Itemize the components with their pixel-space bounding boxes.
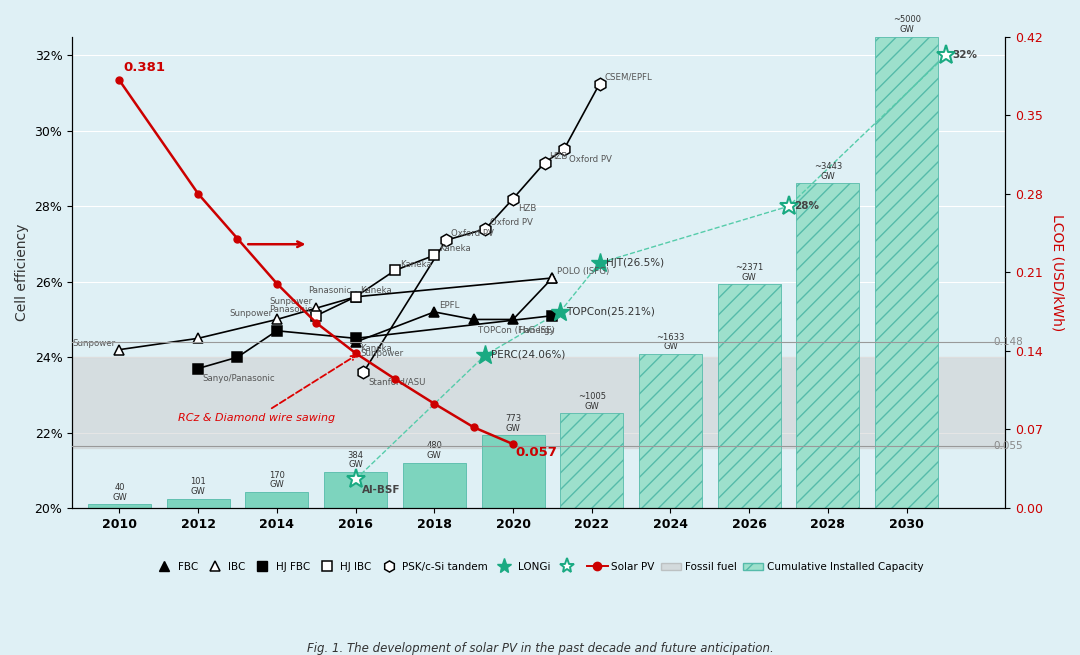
Text: 28%: 28% — [795, 201, 820, 212]
Bar — [245, 492, 308, 508]
Bar — [72, 357, 1005, 448]
Text: ~2371
GW: ~2371 GW — [735, 263, 764, 282]
Text: Fig. 1. The development of solar PV in the past decade and future anticipation.: Fig. 1. The development of solar PV in t… — [307, 642, 773, 655]
Text: ~1005
GW: ~1005 GW — [578, 392, 606, 411]
Text: HZB: HZB — [550, 152, 568, 161]
Text: 384
GW: 384 GW — [348, 451, 364, 469]
Text: POLO (ISFG): POLO (ISFG) — [557, 267, 609, 276]
Text: TOPCon(25.21%): TOPCon(25.21%) — [566, 307, 656, 316]
Bar — [718, 284, 781, 508]
Y-axis label: Cell efficiency: Cell efficiency — [15, 223, 29, 321]
Text: Sanyo/Panasonic: Sanyo/Panasonic — [203, 374, 275, 383]
Text: Kaneka: Kaneka — [438, 244, 471, 253]
Bar — [166, 498, 230, 508]
Text: Sunpower: Sunpower — [72, 339, 116, 348]
Text: Panasonic: Panasonic — [309, 286, 352, 295]
Bar — [875, 37, 939, 508]
Bar — [403, 463, 465, 508]
Text: 773
GW: 773 GW — [505, 414, 521, 432]
Text: PERC(24.06%): PERC(24.06%) — [491, 350, 566, 360]
Text: 170
GW: 170 GW — [269, 471, 285, 489]
Text: 0.057: 0.057 — [515, 446, 557, 459]
Text: 0.055: 0.055 — [994, 441, 1023, 451]
Text: ~5000
GW: ~5000 GW — [893, 15, 920, 34]
Text: Oxford PV: Oxford PV — [490, 218, 534, 227]
Bar — [324, 472, 387, 508]
Text: Al-BSF: Al-BSF — [362, 485, 400, 495]
Text: Kaneka: Kaneka — [361, 344, 392, 353]
Text: Kaneka: Kaneka — [400, 259, 431, 269]
Text: Hanergy: Hanergy — [517, 326, 554, 335]
Legend: FBC, IBC, HJ FBC, HJ IBC, PSK/c-Si tandem, LONGi, , Solar PV, Fossil fuel, Cumul: FBC, IBC, HJ FBC, HJ IBC, PSK/c-Si tande… — [150, 557, 928, 576]
Text: ~1633
GW: ~1633 GW — [657, 333, 685, 352]
Text: Kaneka: Kaneka — [361, 286, 392, 295]
Bar — [639, 354, 702, 508]
Text: Sunpower: Sunpower — [230, 309, 273, 318]
Text: Oxford PV: Oxford PV — [569, 155, 611, 164]
Text: HZB: HZB — [517, 204, 536, 214]
Text: HJT(26.5%): HJT(26.5%) — [606, 258, 663, 268]
Text: 480
GW: 480 GW — [427, 441, 442, 460]
Text: 40
GW: 40 GW — [112, 483, 126, 502]
Y-axis label: LCOE (USD/kWh): LCOE (USD/kWh) — [1051, 214, 1065, 331]
Text: Oxford PV: Oxford PV — [450, 229, 494, 238]
Text: Sunpower: Sunpower — [361, 349, 404, 358]
Text: RCz & Diamond wire sawing: RCz & Diamond wire sawing — [178, 356, 355, 422]
Text: 0.148: 0.148 — [994, 337, 1023, 347]
Text: Stanford/ASU: Stanford/ASU — [368, 378, 426, 387]
Bar — [482, 435, 544, 508]
Text: 0.381: 0.381 — [123, 62, 165, 74]
Text: 101
GW: 101 GW — [190, 477, 206, 496]
Bar — [87, 504, 151, 508]
Text: Panasonic: Panasonic — [269, 305, 312, 314]
Text: TOPCon (FhG ISE): TOPCon (FhG ISE) — [478, 326, 555, 335]
Text: CSEM/EPFL: CSEM/EPFL — [605, 73, 652, 82]
Text: Sunpower: Sunpower — [269, 297, 312, 307]
Bar — [561, 413, 623, 508]
Text: EPFL: EPFL — [438, 301, 459, 310]
Text: 32%: 32% — [951, 50, 977, 60]
Text: ~3443
GW: ~3443 GW — [814, 162, 842, 181]
Bar — [796, 183, 860, 508]
